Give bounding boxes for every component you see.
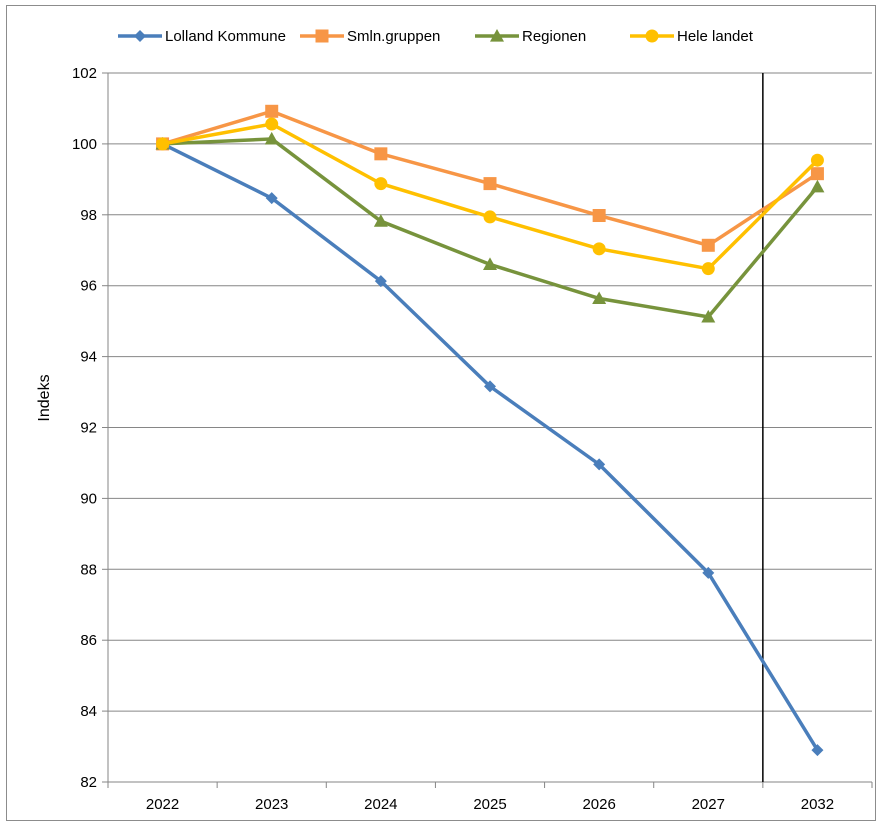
legend-marker [645, 29, 659, 43]
data-point [484, 380, 496, 393]
legend-marker [134, 30, 146, 42]
y-tick-label: 100 [72, 136, 97, 153]
x-tick-label: 2023 [255, 796, 288, 813]
y-tick-label: 96 [80, 278, 97, 295]
chart-frame [6, 5, 876, 821]
data-point [592, 209, 606, 223]
data-point [265, 117, 279, 131]
legend-item: Smln.gruppen [300, 28, 440, 45]
data-point [810, 179, 825, 193]
data-point [592, 242, 606, 256]
data-point [701, 262, 715, 276]
y-tick-label: 88 [80, 561, 97, 578]
y-tick-label: 92 [80, 420, 97, 437]
y-tick-label: 94 [80, 349, 97, 366]
x-tick-label: 2022 [146, 796, 179, 813]
data-point [483, 257, 497, 271]
series-line [162, 122, 819, 271]
data-point [592, 291, 607, 305]
data-point [374, 147, 388, 161]
y-axis-label: Indeks [36, 374, 53, 421]
data-point [811, 744, 824, 757]
series-line [161, 142, 819, 752]
y-tick-label: 84 [80, 703, 97, 720]
data-point [701, 309, 716, 323]
legend-label: Hele landet [677, 28, 754, 45]
data-point [373, 214, 388, 227]
legend-marker [315, 29, 329, 43]
legend-item: Regionen [475, 28, 586, 45]
y-tick-label: 102 [72, 65, 97, 82]
data-point [483, 210, 497, 224]
legend-marker [490, 29, 504, 42]
legend-label: Regionen [522, 28, 586, 45]
y-tick-labels: 82 84 86 88 90 92 94 96 98 100 102 [72, 65, 97, 791]
data-point [156, 137, 170, 151]
data-point [593, 458, 606, 471]
data-point [374, 177, 388, 191]
x-tick-label: 2025 [473, 796, 506, 813]
data-point [264, 131, 279, 145]
series-line [162, 137, 819, 319]
x-tick-label: 2027 [692, 796, 725, 813]
data-point [701, 238, 715, 252]
series-hele-landet [156, 117, 824, 276]
legend-label: Lolland Kommune [165, 28, 286, 45]
legend-item: Lolland Kommune [118, 28, 286, 45]
x-tick-labels: 2022 2023 2024 2025 2026 2027 2032 [146, 796, 834, 813]
data-point [265, 192, 278, 205]
series-group [155, 104, 825, 757]
x-tick-label: 2032 [801, 796, 834, 813]
data-point [810, 153, 824, 167]
legend-label: Smln.gruppen [347, 28, 440, 45]
series-lolland-kommune [156, 137, 824, 757]
y-tick-label: 98 [80, 207, 97, 224]
legend-item: Hele landet [630, 28, 754, 45]
gridlines [108, 72, 872, 712]
y-tick-label: 86 [80, 632, 97, 649]
y-tick-label: 90 [80, 490, 97, 507]
x-tick-label: 2024 [364, 796, 397, 813]
axes [102, 72, 873, 788]
y-tick-label: 82 [80, 774, 97, 791]
data-point [374, 275, 387, 288]
data-point [810, 167, 824, 181]
data-point [702, 566, 715, 579]
data-point [265, 104, 279, 118]
x-tick-label: 2026 [582, 796, 615, 813]
series-regionen [155, 131, 825, 323]
legend: Lolland Kommune Smln.gruppen Regionen Hele … [118, 28, 754, 45]
data-point [483, 177, 497, 191]
